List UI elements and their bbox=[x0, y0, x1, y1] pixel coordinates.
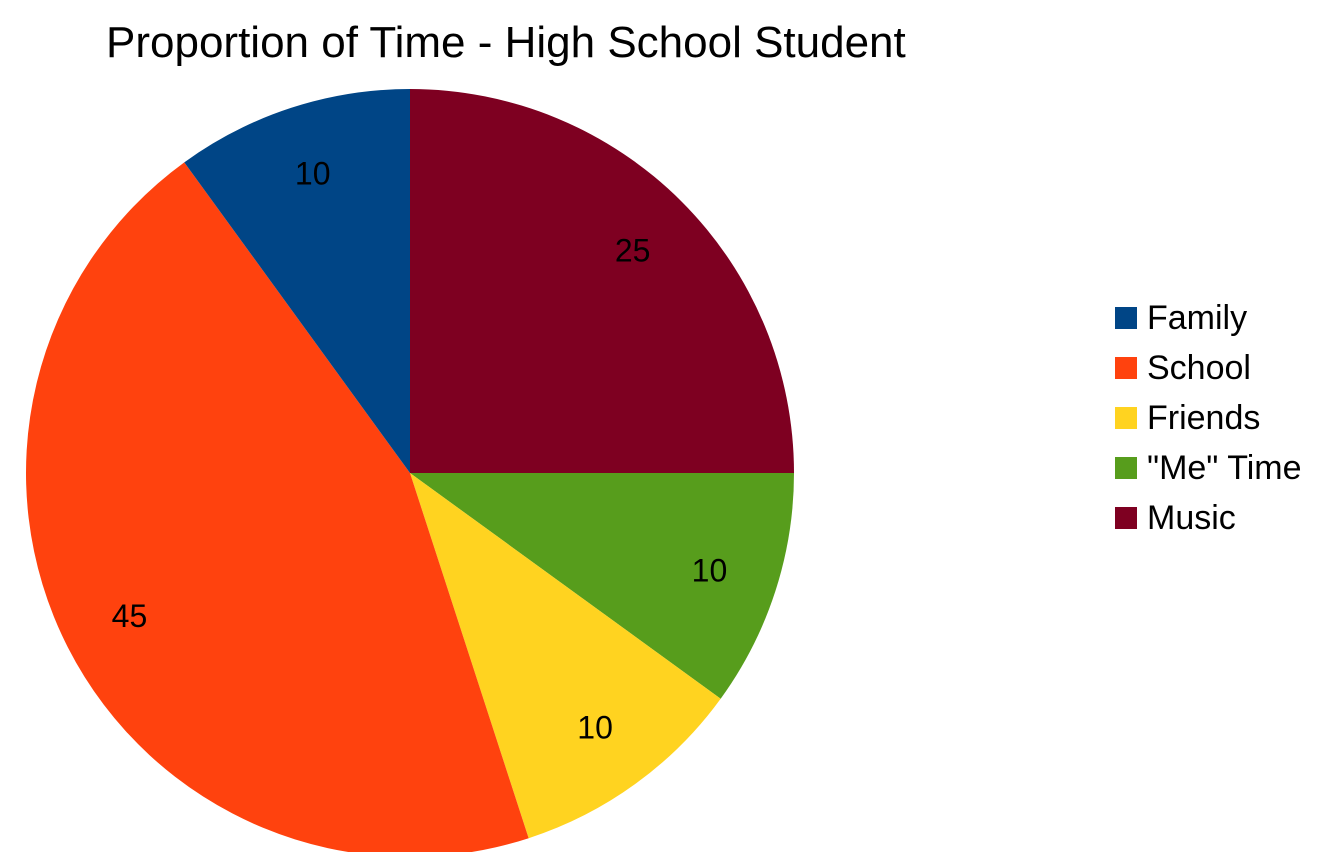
data-label-school: 45 bbox=[112, 598, 148, 634]
legend-item-me-time: "Me" Time bbox=[1115, 449, 1302, 487]
data-label-music: 25 bbox=[615, 232, 651, 268]
data-label-family: 10 bbox=[295, 156, 331, 192]
pie-slices bbox=[26, 89, 794, 852]
legend-label-me-time: "Me" Time bbox=[1147, 449, 1302, 487]
legend-swatch-music bbox=[1115, 507, 1137, 529]
chart-title: Proportion of Time - High School Student bbox=[106, 18, 906, 67]
legend-swatch-friends bbox=[1115, 407, 1137, 429]
pie-slice-me-time bbox=[410, 473, 794, 699]
pie-slice-school bbox=[26, 162, 529, 852]
pie-slice-music bbox=[410, 89, 794, 473]
legend-item-music: Music bbox=[1115, 499, 1236, 537]
pie-data-labels: 25 10 10 45 10 bbox=[112, 156, 728, 746]
data-label-friends: 10 bbox=[577, 710, 613, 746]
legend-swatch-family bbox=[1115, 307, 1137, 329]
pie-slice-family bbox=[184, 89, 410, 473]
legend-item-family: Family bbox=[1115, 299, 1247, 337]
legend-label-friends: Friends bbox=[1147, 399, 1260, 437]
legend-label-school: School bbox=[1147, 349, 1251, 387]
pie-slice-friends bbox=[410, 473, 721, 839]
legend: Family School Friends "Me" Time Music bbox=[1115, 299, 1302, 537]
data-label-me-time: 10 bbox=[692, 552, 728, 588]
legend-item-school: School bbox=[1115, 349, 1251, 387]
legend-swatch-school bbox=[1115, 357, 1137, 379]
legend-label-family: Family bbox=[1147, 299, 1247, 337]
legend-item-friends: Friends bbox=[1115, 399, 1260, 437]
legend-swatch-me-time bbox=[1115, 457, 1137, 479]
legend-label-music: Music bbox=[1147, 499, 1236, 537]
